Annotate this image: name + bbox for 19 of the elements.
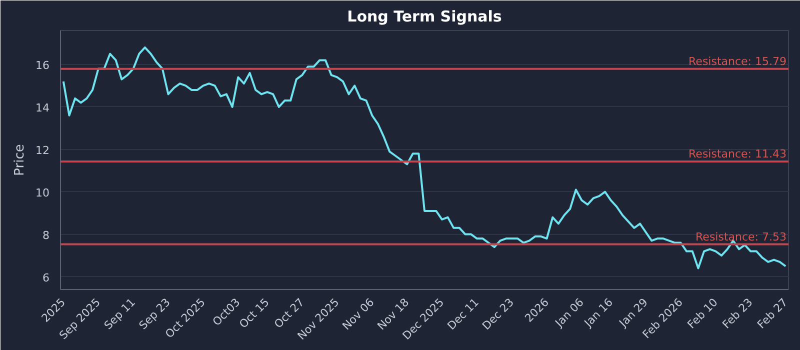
line-series (62, 46, 787, 270)
ref-line-label: Resistance: 7.53 (696, 230, 787, 244)
x-tick-label: Dec 23 (480, 296, 516, 333)
y-tick-label: 10 (36, 186, 50, 200)
y-tick-label: 12 (36, 144, 50, 157)
ref-line-label: Resistance: 15.79 (688, 54, 786, 68)
y-tick-label: 8 (42, 228, 50, 242)
x-tick-label: Nov 06 (340, 296, 377, 333)
y-tick-label: 14 (36, 101, 50, 114)
x-tick-label: Sep 11 (102, 296, 138, 332)
x-tick-label: Dec 11 (444, 296, 482, 333)
x-tick-label: Feb 27 (754, 296, 790, 332)
x-tick-label: Feb 23 (720, 296, 756, 332)
ref-line-label: Resistance: 11.43 (688, 147, 786, 160)
y-tick-label: 6 (42, 271, 50, 284)
chart-title: Long Term Signals (347, 8, 502, 26)
x-tick-label: Feb 10 (684, 296, 720, 332)
y-tick-label: 16 (36, 58, 50, 72)
y-axis-title: Price (12, 144, 28, 176)
